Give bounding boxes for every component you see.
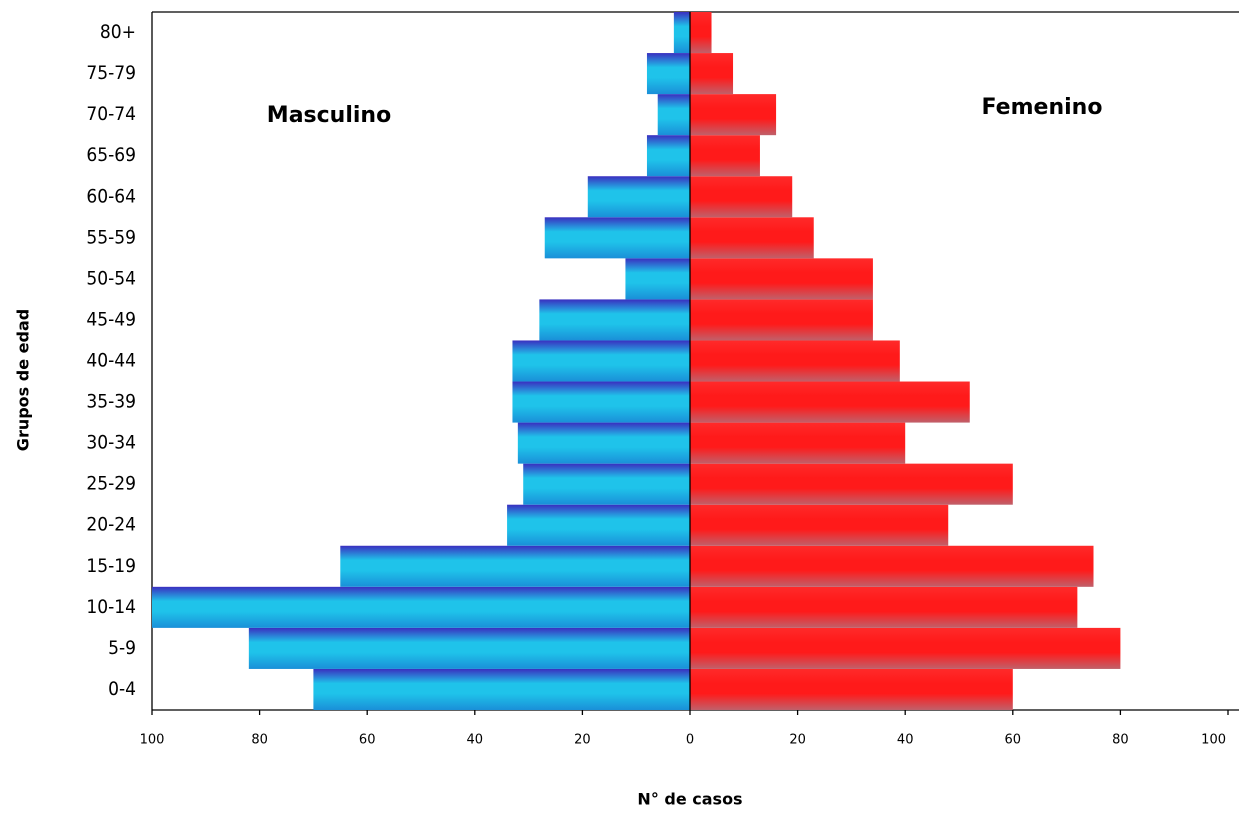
x-tick-label: 20: [574, 733, 591, 748]
bar: [517, 422, 690, 464]
x-tick-label: 100: [140, 733, 165, 748]
x-tick-label: 100: [1201, 733, 1226, 748]
bar: [690, 340, 900, 382]
x-tick-label: 60: [1005, 733, 1022, 748]
bar: [690, 422, 906, 464]
bar: [690, 299, 873, 341]
bar: [690, 217, 814, 259]
y-tick-label: 15-19: [86, 555, 136, 577]
bar: [539, 299, 690, 341]
y-tick-label: 10-14: [86, 596, 136, 618]
bar: [646, 135, 690, 177]
x-tick-label: 80: [1112, 733, 1129, 748]
bar: [690, 627, 1121, 669]
bar: [690, 94, 777, 136]
x-tick-label: 40: [897, 733, 914, 748]
bar: [690, 135, 760, 177]
y-tick-label: 5-9: [108, 637, 136, 659]
bar: [690, 586, 1078, 628]
y-tick-label: 30-34: [86, 432, 136, 454]
y-tick-label: 0-4: [108, 678, 136, 700]
bar: [690, 12, 712, 54]
y-tick-label: 60-64: [86, 185, 136, 207]
bar: [340, 545, 690, 587]
bar: [690, 545, 1094, 587]
y-tick-label: 55-59: [86, 226, 136, 248]
x-tick-label: 40: [467, 733, 484, 748]
y-tick-label: 40-44: [86, 350, 136, 372]
bar: [673, 12, 690, 54]
y-tick-label: 20-24: [86, 514, 136, 536]
bar: [507, 504, 690, 546]
bar: [512, 340, 690, 382]
bar: [690, 504, 949, 546]
bar: [523, 463, 690, 505]
bar: [690, 381, 970, 423]
y-tick-label: 45-49: [86, 308, 136, 330]
bar: [587, 176, 690, 218]
annotation: Femenino: [982, 95, 1103, 120]
y-axis-label: Grupos de edad: [14, 309, 33, 451]
x-tick-label: 20: [789, 733, 806, 748]
x-tick-label: 80: [251, 733, 268, 748]
x-tick-label: 60: [359, 733, 376, 748]
annotation: Masculino: [267, 103, 391, 128]
bar: [690, 176, 793, 218]
bar: [690, 258, 873, 300]
y-tick-label: 75-79: [86, 62, 136, 84]
bar: [248, 627, 690, 669]
x-axis-label: N° de casos: [637, 790, 742, 809]
y-tick-label: 35-39: [86, 391, 136, 413]
bar: [512, 381, 690, 423]
x-tick-label: 0: [686, 733, 694, 748]
bar: [657, 94, 690, 136]
bar: [646, 53, 690, 95]
bar: [625, 258, 690, 300]
y-tick-label: 80+: [100, 21, 136, 43]
bar: [544, 217, 690, 259]
bar: [313, 668, 690, 710]
bar: [690, 463, 1013, 505]
bar: [152, 586, 690, 628]
y-tick-label: 50-54: [86, 267, 136, 289]
bar: [690, 668, 1013, 710]
y-tick-label: 65-69: [86, 144, 136, 166]
bar: [690, 53, 734, 95]
y-tick-label: 70-74: [86, 103, 136, 125]
y-tick-label: 25-29: [86, 473, 136, 495]
